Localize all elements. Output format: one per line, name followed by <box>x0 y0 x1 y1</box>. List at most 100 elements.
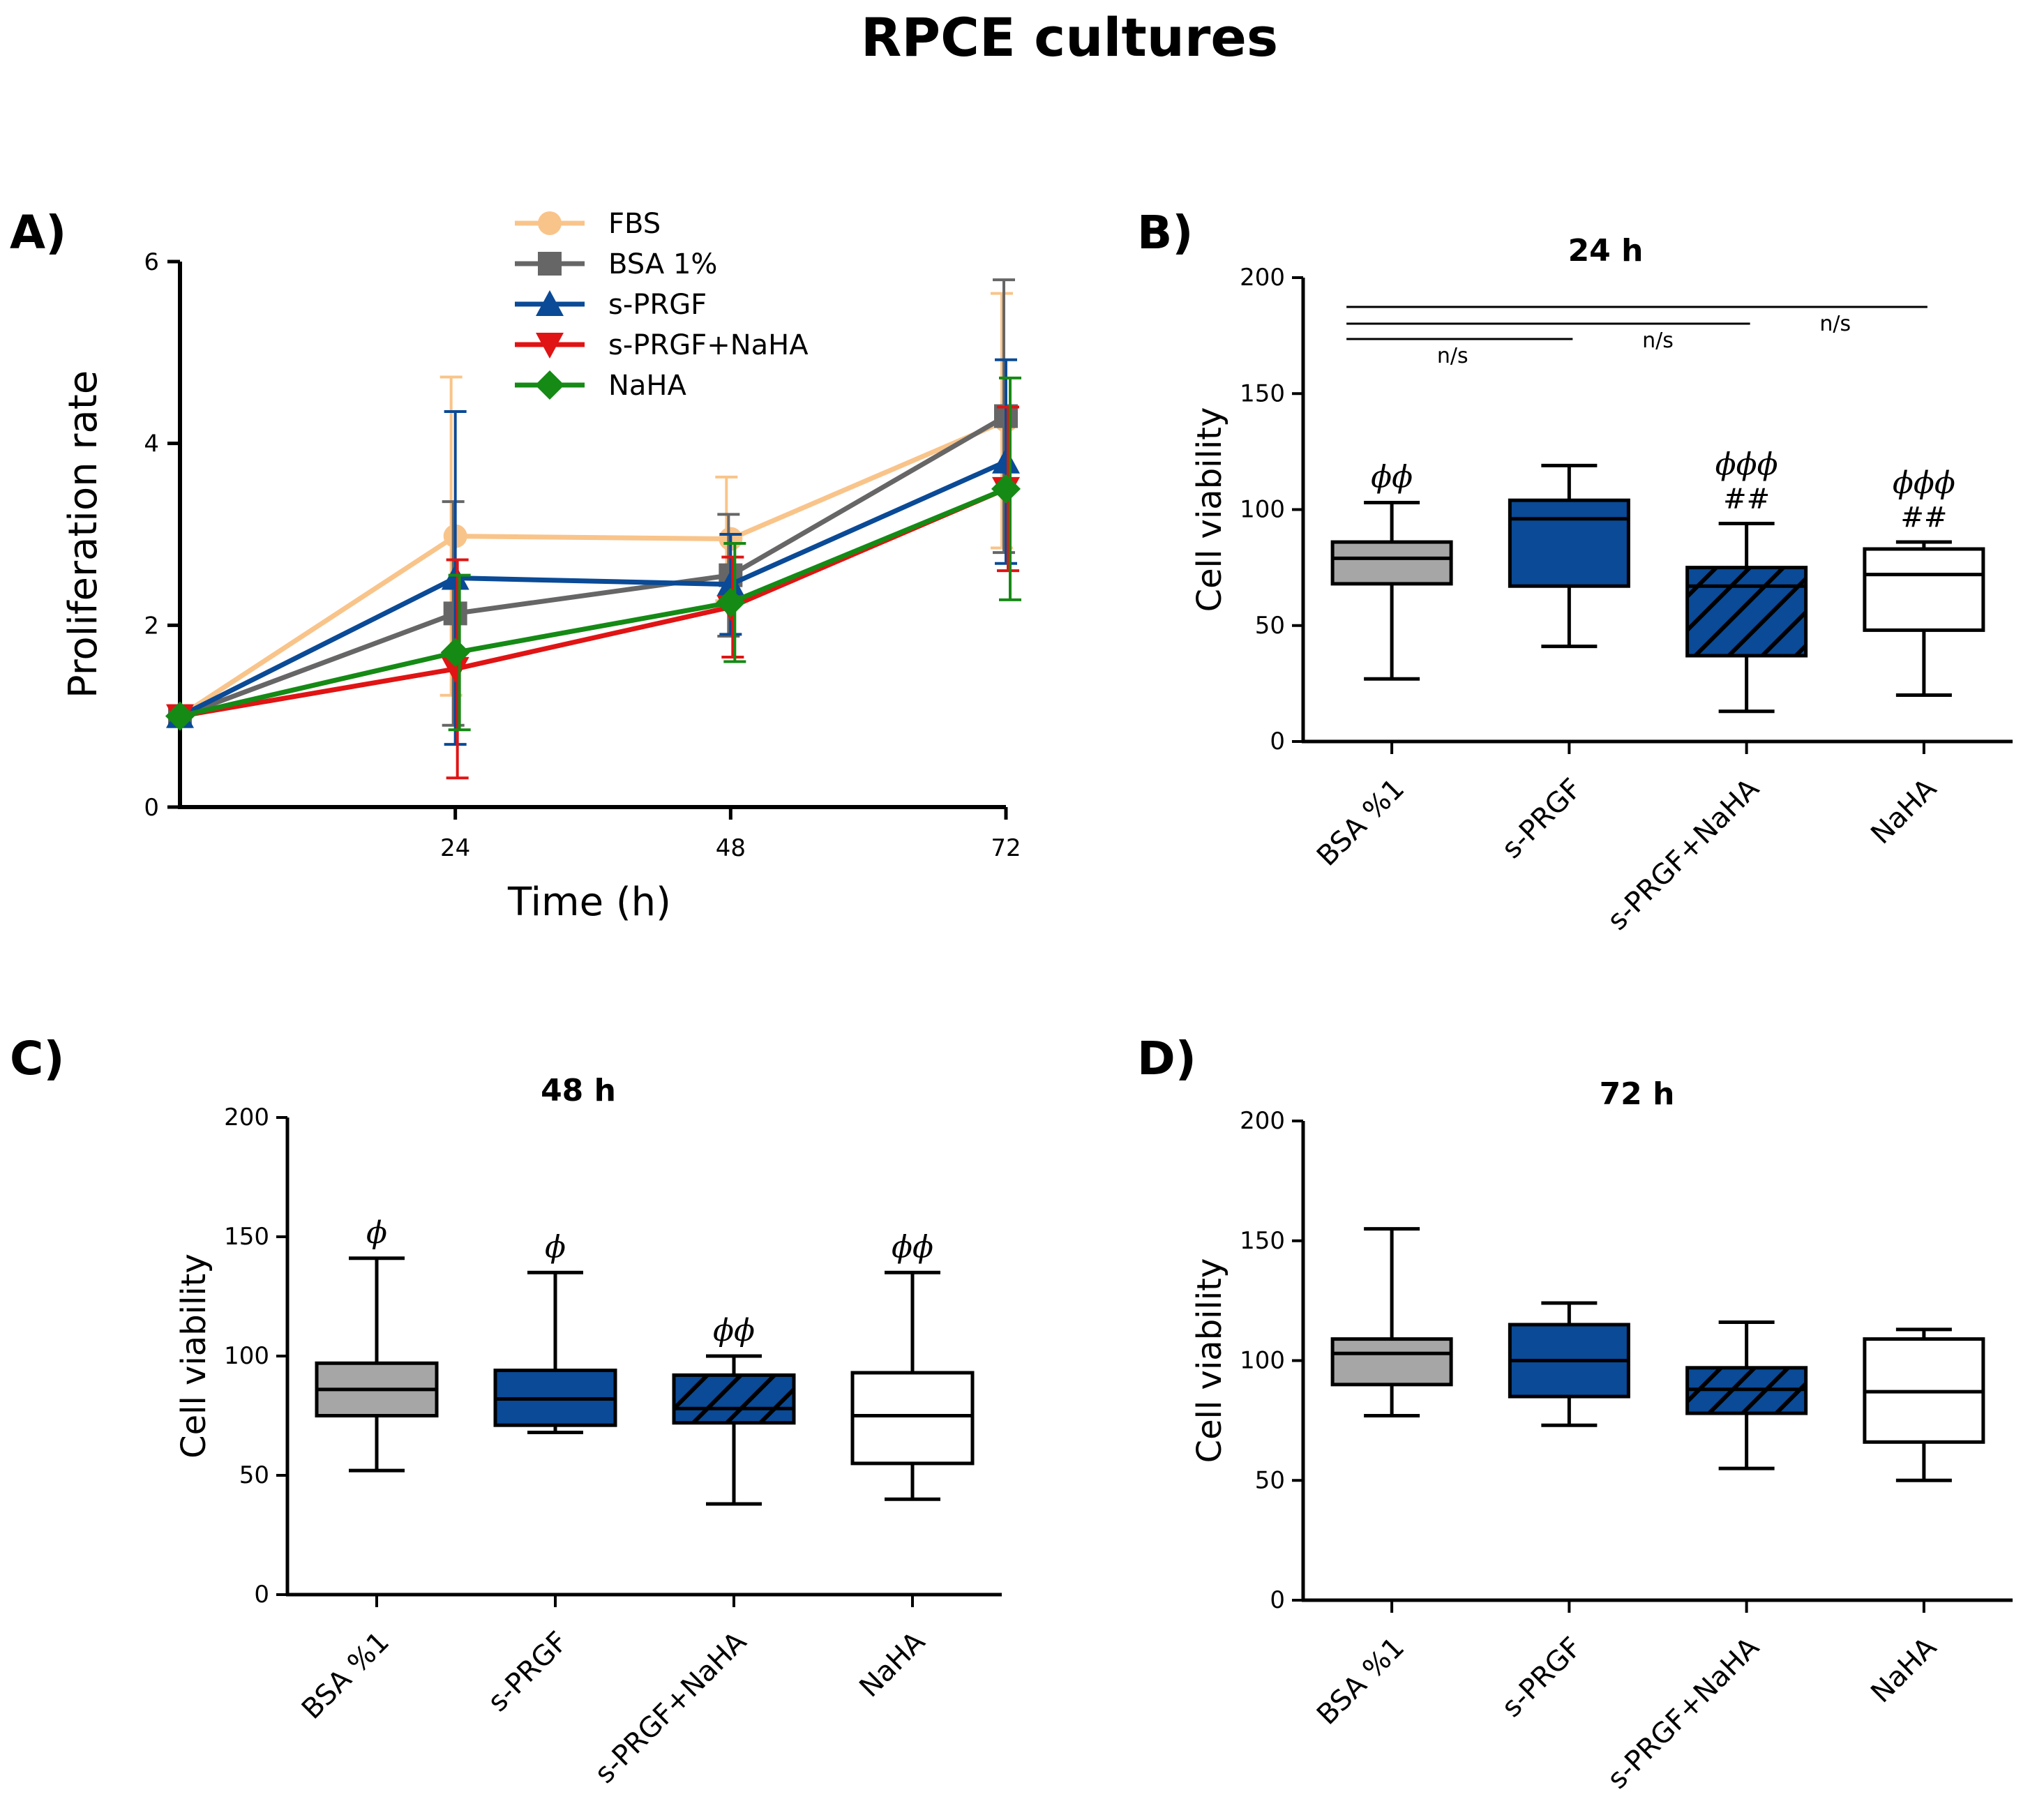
legend-label: BSA 1% <box>608 248 717 280</box>
y-tick-label: 150 <box>224 1223 269 1251</box>
figure-title: RPCE cultures <box>861 6 1278 68</box>
chart-title: 24 h <box>1568 233 1644 269</box>
legend-entry-bsa-1: BSA 1% <box>515 248 717 280</box>
panel-label-d: D) <box>1137 1032 1196 1085</box>
box-s-prgf-naha: s-PRGF+NaHA <box>1602 1320 1808 1796</box>
box-iqr <box>1330 540 1453 586</box>
data-point <box>441 656 469 683</box>
box-s-prgf: s-PRGF <box>1496 1301 1630 1724</box>
y-tick-label: 50 <box>239 1461 269 1489</box>
legend-entry-s-prgf: s-PRGF <box>515 289 707 321</box>
legend-marker <box>536 333 564 359</box>
legend-label: s-PRGF <box>608 289 707 321</box>
y-axis-label: Cell viability <box>174 1254 213 1459</box>
box-iqr <box>850 1371 975 1466</box>
series-s-prgf <box>166 358 1020 746</box>
box-chart-72h: 72 h 0 50 100 150 200 Cell viability BSA %1 s-PR… <box>1190 1076 2013 1796</box>
y-tick-label: 50 <box>1255 612 1285 640</box>
y-tick-label: 100 <box>1240 1347 1285 1375</box>
x-tick-label: 72 <box>991 834 1021 862</box>
y-tick-label: 6 <box>144 248 159 276</box>
series-line <box>179 418 1007 718</box>
y-tick-label: 50 <box>1255 1466 1285 1494</box>
series-line <box>179 414 1007 718</box>
category-label: BSA %1 <box>296 1626 396 1726</box>
series-naha <box>165 376 1021 732</box>
category-label: s-PRGF+NaHA <box>1602 1631 1766 1796</box>
comparison-label: n/s <box>1437 344 1468 368</box>
box-bsa-1: ϕ BSA %1 <box>296 1215 439 1726</box>
box-chart-48h: 48 h 0 50 100 150 200 Cell viability ϕ BSA %1 ϕ s-… <box>174 1073 1002 1790</box>
comparison-label: n/s <box>1642 329 1674 353</box>
legend-entry-naha: NaHA <box>515 370 687 402</box>
box-naha: NaHA <box>1863 1327 1985 1709</box>
y-tick-label: 200 <box>1240 264 1285 292</box>
data-point <box>716 587 746 617</box>
y-axis-label: Cell viability <box>1190 1258 1229 1463</box>
significance-phi: ϕϕ <box>1371 460 1413 495</box>
y-axis-label: Proliferation rate <box>61 370 106 698</box>
y-tick-label: 200 <box>224 1104 269 1131</box>
legend-entry-fbs: FBS <box>515 208 661 240</box>
y-tick-label: 100 <box>224 1342 269 1370</box>
box-iqr <box>1508 498 1630 588</box>
legend-label: NaHA <box>608 370 687 402</box>
y-tick-label: 150 <box>1240 1227 1285 1255</box>
legend: FBS BSA 1% s-PRGF s-PRGF+NaHA NaHA <box>515 208 809 402</box>
chart-title: 72 h <box>1600 1076 1675 1112</box>
category-label: s-PRGF+NaHA <box>589 1625 753 1790</box>
significance-phi: ϕϕ <box>892 1229 933 1265</box>
category-label: s-PRGF+NaHA <box>1602 772 1766 937</box>
legend-marker <box>538 211 562 235</box>
x-axis-label: Time (h) <box>507 880 671 925</box>
box-iqr <box>1685 566 1808 658</box>
category-label: BSA %1 <box>1311 773 1411 873</box>
series-line <box>179 486 1007 719</box>
data-point <box>992 447 1020 474</box>
legend-marker <box>536 290 564 316</box>
box-iqr <box>672 1373 796 1425</box>
category-label: s-PRGF <box>1496 773 1588 865</box>
y-tick-label: 2 <box>144 612 159 640</box>
panel-label-c: C) <box>10 1032 65 1085</box>
comparison-brackets: n/s n/s n/s <box>1346 306 1927 368</box>
box-bsa-1: BSA %1 <box>1311 1227 1453 1731</box>
category-label: NaHA <box>853 1625 931 1703</box>
box-naha: ϕϕ NaHA <box>850 1229 975 1703</box>
data-point <box>440 638 470 668</box>
chart-title: 48 h <box>541 1073 616 1108</box>
category-label: NaHA <box>1865 772 1943 850</box>
box-iqr <box>1330 1337 1453 1387</box>
box-bsa-1: ϕϕ BSA %1 <box>1311 460 1453 873</box>
box-chart-24h: 24 h 0 50 100 150 200 Cell viability ϕϕ BSA %1 s-… <box>1190 233 2013 937</box>
legend-label: FBS <box>608 208 661 240</box>
significance-phi: ϕϕϕ <box>1893 465 1955 501</box>
y-tick-label: 100 <box>1240 496 1285 524</box>
y-tick-label: 0 <box>1270 728 1285 755</box>
significance-phi: ϕ <box>545 1229 566 1265</box>
comparison-label: n/s <box>1819 312 1851 336</box>
panel-label-b: B) <box>1137 206 1193 259</box>
category-label: BSA %1 <box>1311 1632 1411 1731</box>
y-tick-label: 0 <box>1270 1586 1285 1614</box>
box-s-prgf-naha: ϕϕ s-PRGF+NaHA <box>589 1313 796 1790</box>
y-tick-label: 0 <box>254 1581 269 1609</box>
y-tick-label: 150 <box>1240 379 1285 407</box>
legend-label: s-PRGF+NaHA <box>608 329 809 361</box>
category-label: s-PRGF <box>1496 1632 1588 1724</box>
significance-phi: ϕ <box>366 1215 387 1251</box>
y-tick-label: 0 <box>144 794 159 822</box>
legend-entry-s-prgf-naha: s-PRGF+NaHA <box>515 329 809 361</box>
significance-phi: ϕϕϕ <box>1715 446 1778 482</box>
x-tick-label: 48 <box>716 834 746 862</box>
box-s-prgf: s-PRGF <box>1496 463 1630 865</box>
box-s-prgf-naha: ##ϕϕϕ s-PRGF+NaHA <box>1602 446 1808 937</box>
legend-marker <box>535 370 564 400</box>
box-iqr <box>1863 547 1985 632</box>
category-label: s-PRGF <box>482 1626 574 1718</box>
box-naha: ##ϕϕϕ NaHA <box>1863 465 1985 850</box>
data-point <box>716 570 745 596</box>
x-tick-label: 24 <box>440 834 470 862</box>
